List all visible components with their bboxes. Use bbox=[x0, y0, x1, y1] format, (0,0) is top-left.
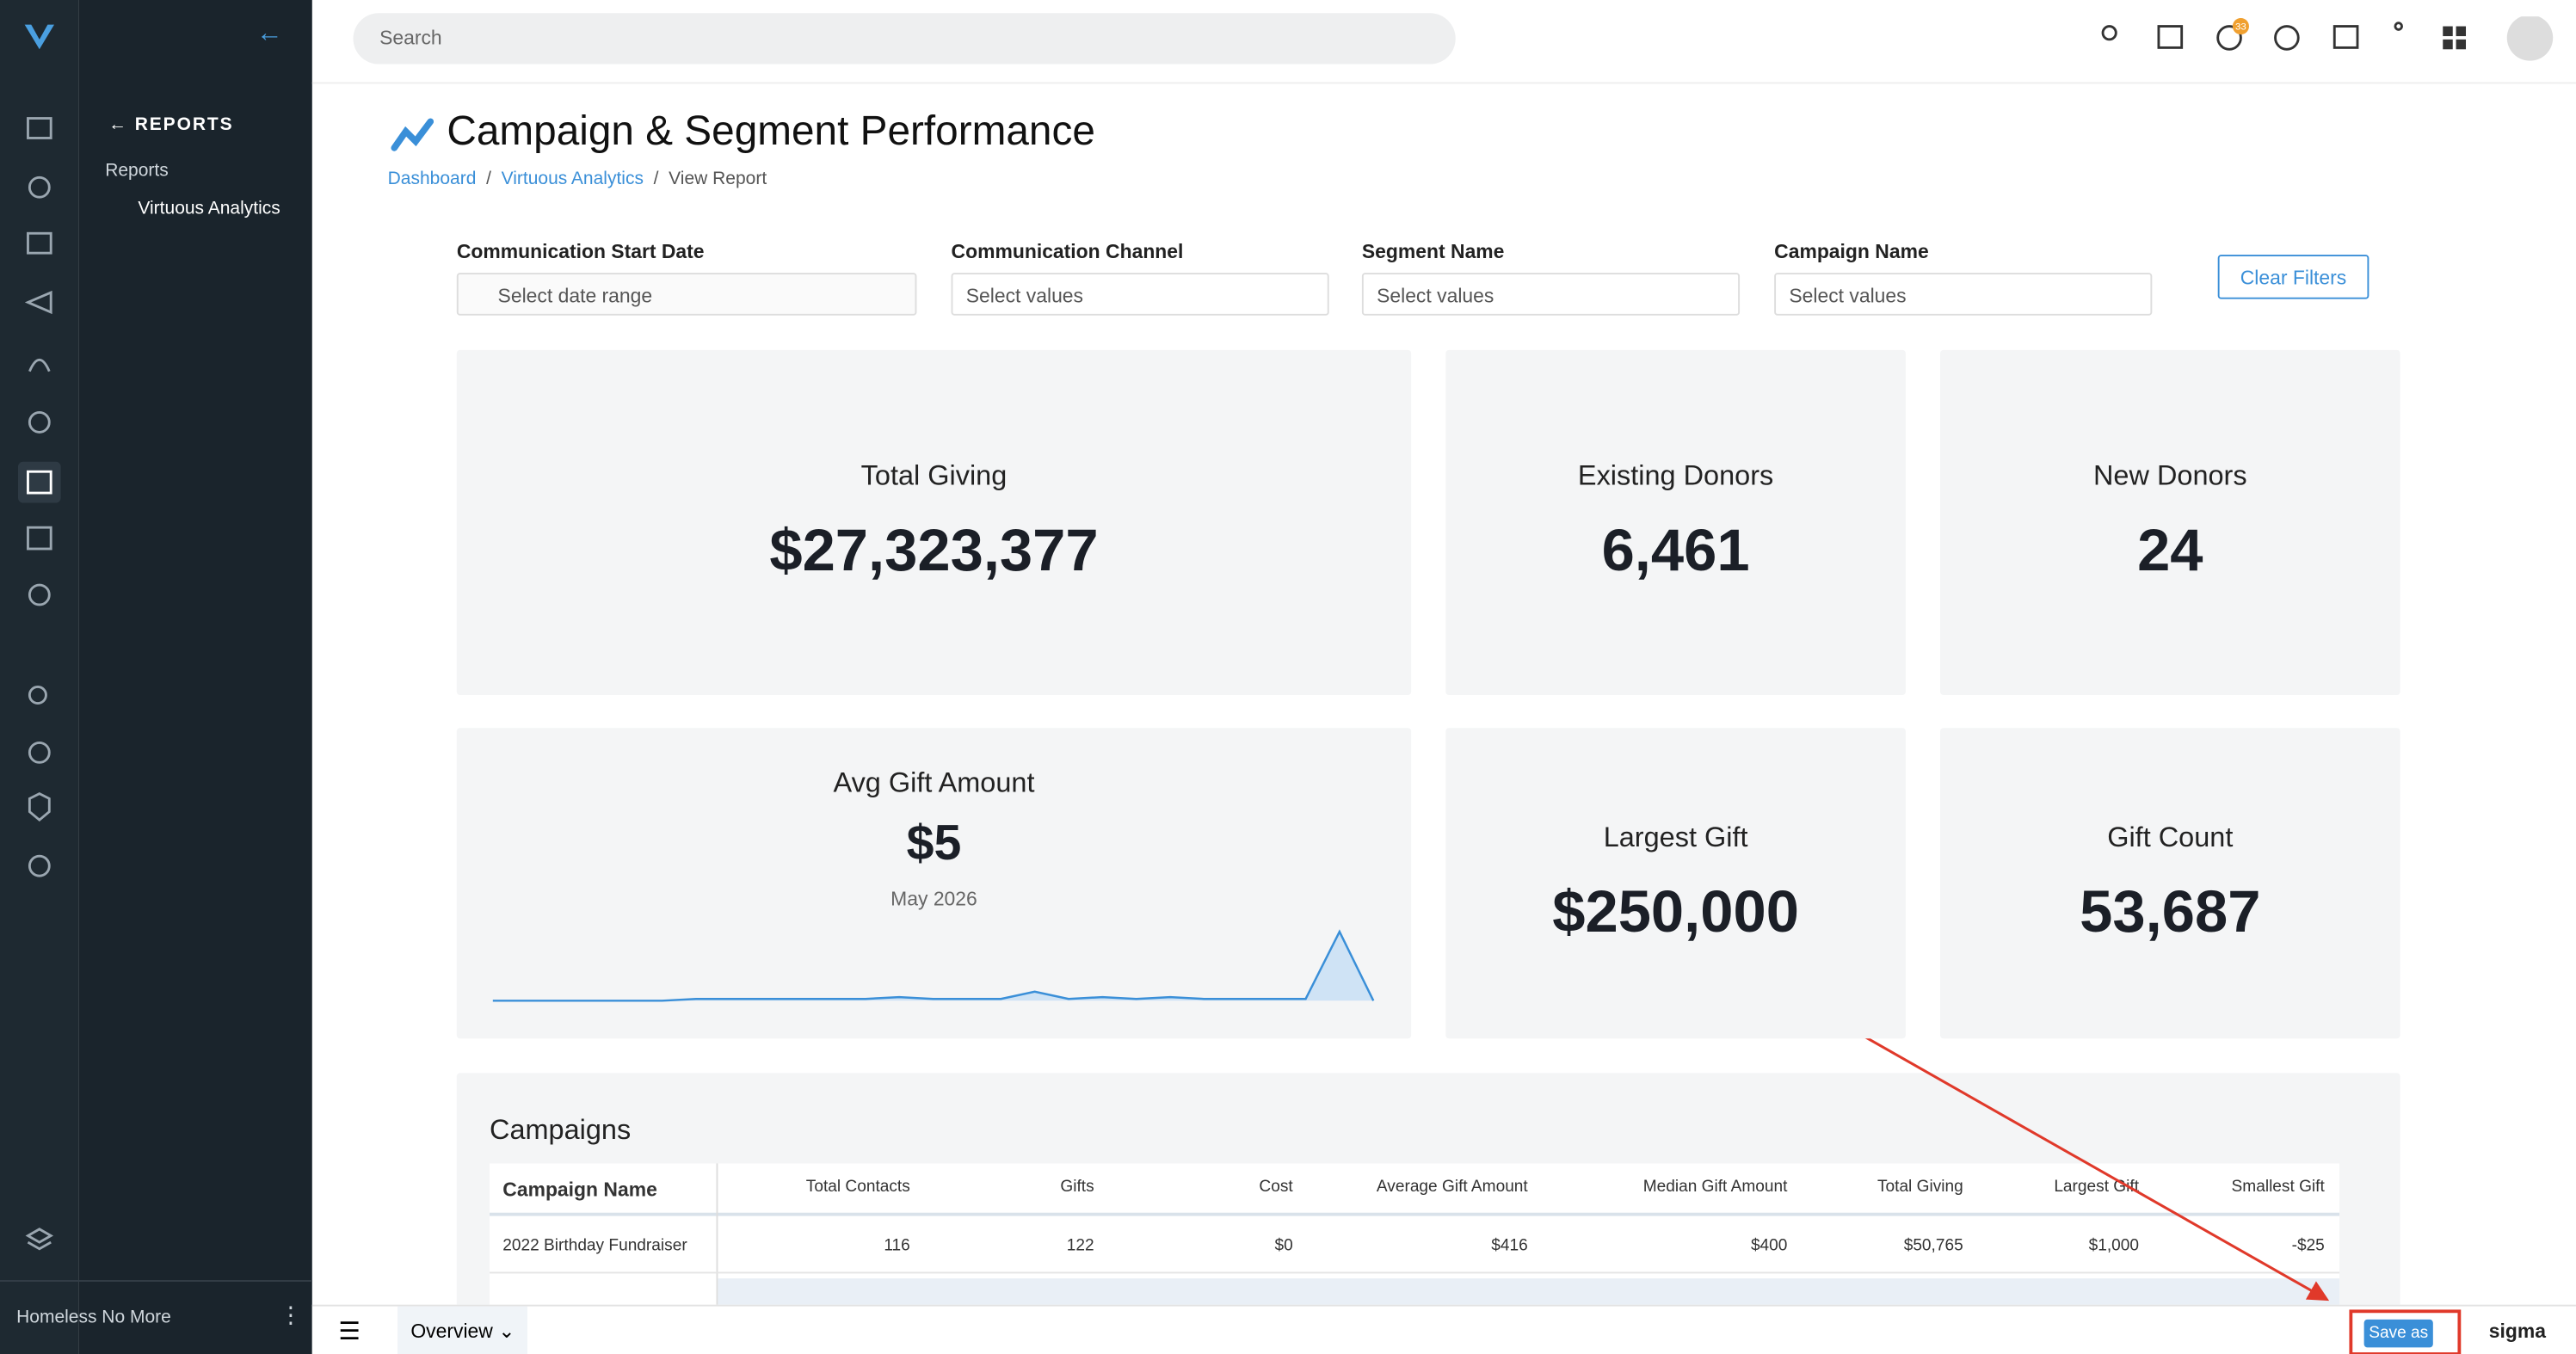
avg-card: Avg Gift Amount $5 May 2026 bbox=[456, 728, 1412, 1039]
spark-area bbox=[492, 932, 1374, 1001]
kpi-value: $5 bbox=[906, 816, 962, 871]
kpi-label: New Donors bbox=[2092, 459, 2247, 492]
report-icon bbox=[391, 118, 434, 151]
column-header[interactable]: Campaign Name bbox=[502, 1178, 657, 1202]
top-icons: 33 bbox=[2101, 16, 2554, 61]
table-cell: $50,765 bbox=[1903, 1237, 1963, 1256]
filter-input[interactable]: Select values bbox=[1361, 273, 1741, 316]
kpi-value: 24 bbox=[2137, 515, 2203, 584]
kpi-label: Avg Gift Amount bbox=[833, 767, 1035, 799]
table-cell: $400 bbox=[1750, 1237, 1788, 1256]
table-cell: 116 bbox=[884, 1237, 910, 1256]
kpi-value: $250,000 bbox=[1552, 877, 1799, 945]
nav-item[interactable]: Reports bbox=[105, 161, 169, 182]
nav-item[interactable]: Virtuous Analytics bbox=[138, 199, 280, 219]
section-text: REPORTS bbox=[134, 114, 234, 135]
tab[interactable]: Overview ⌄ bbox=[397, 1306, 528, 1354]
filter-input[interactable]: Select values bbox=[951, 273, 1329, 316]
table-cell: $0 bbox=[1274, 1237, 1293, 1256]
kpi-card: New Donors 24 bbox=[1940, 349, 2400, 696]
table-cell: -$25 bbox=[2291, 1237, 2325, 1256]
breadcrumbs: Dashboard / Virtuous Analytics / View Re… bbox=[387, 169, 767, 189]
table-cell: $416 bbox=[1491, 1237, 1528, 1256]
crumb[interactable]: Dashboard bbox=[387, 169, 477, 189]
kpi-period: May 2026 bbox=[891, 887, 977, 911]
footer: ☰ Overview ⌄ Save as sigma bbox=[311, 1304, 2576, 1354]
nav-panel: ← ← REPORTS Reports Virtuous Analytics H… bbox=[0, 0, 312, 1354]
icon-rail bbox=[0, 0, 79, 1354]
search[interactable]: Search bbox=[353, 13, 1456, 65]
column-header[interactable]: Total Contacts bbox=[805, 1178, 910, 1197]
org-menu[interactable]: ⋮ bbox=[279, 1301, 303, 1328]
spark-line bbox=[492, 929, 1375, 1002]
filter-label: Communication Start Date bbox=[456, 239, 705, 263]
badge: 33 bbox=[2235, 22, 2246, 32]
kpi-card: Total Giving $27,323,377 bbox=[456, 349, 1412, 696]
kpi-value: 6,461 bbox=[1601, 515, 1750, 584]
filter-label: Campaign Name bbox=[1774, 239, 1929, 263]
sparkline bbox=[492, 929, 1375, 1002]
column-header[interactable]: Smallest Gift bbox=[2231, 1178, 2325, 1197]
kpi-card: Largest Gift $250,000 bbox=[1445, 728, 1906, 1039]
table-cell: $1,000 bbox=[2088, 1237, 2140, 1256]
frozen-divider bbox=[716, 1163, 718, 1354]
kpi-label: Gift Count bbox=[2107, 822, 2234, 853]
kpi-label: Existing Donors bbox=[1577, 459, 1774, 492]
topbar: Search 33 bbox=[311, 0, 2576, 84]
collapse[interactable]: ← bbox=[256, 19, 283, 48]
crumb: View Report bbox=[669, 169, 767, 189]
table-title: Campaigns bbox=[490, 1114, 632, 1146]
page-title: Campaign & Segment Performance bbox=[447, 108, 1095, 155]
kpi-value: 53,687 bbox=[2080, 877, 2261, 945]
filter-label: Segment Name bbox=[1361, 239, 1505, 263]
tab-text: Overview bbox=[410, 1319, 493, 1343]
save-as[interactable]: Save as bbox=[2363, 1319, 2433, 1348]
menu[interactable]: ☰ bbox=[338, 1317, 361, 1346]
kpi-label: Total Giving bbox=[860, 459, 1008, 492]
divider bbox=[0, 1280, 312, 1282]
column-header[interactable]: Average Gift Amount bbox=[1376, 1178, 1528, 1197]
table-cell: 122 bbox=[1066, 1237, 1094, 1256]
column-header[interactable]: Total Giving bbox=[1877, 1178, 1963, 1197]
filter-input[interactable]: Select date range bbox=[456, 273, 917, 316]
kpi-label: Largest Gift bbox=[1603, 822, 1748, 853]
clear-filters[interactable]: Clear Filters bbox=[2217, 255, 2370, 299]
rail-icons bbox=[18, 24, 61, 1251]
filter-label: Communication Channel bbox=[951, 239, 1184, 263]
filter-input[interactable]: Select values bbox=[1774, 273, 2153, 316]
table-cell: 2022 Birthday Fundraiser bbox=[502, 1237, 687, 1256]
column-header[interactable]: Cost bbox=[1259, 1178, 1293, 1197]
column-header[interactable]: Median Gift Amount bbox=[1642, 1178, 1788, 1197]
kpi-card: Existing Donors 6,461 bbox=[1445, 349, 1906, 696]
section-title[interactable]: ← REPORTS bbox=[108, 114, 234, 135]
org-name[interactable]: Homeless No More bbox=[16, 1308, 171, 1328]
row-rule bbox=[490, 1271, 2339, 1274]
crumb[interactable]: Virtuous Analytics bbox=[501, 169, 644, 189]
column-header[interactable]: Gifts bbox=[1060, 1178, 1094, 1197]
kpi-value: $27,323,377 bbox=[769, 515, 1099, 584]
kpi-card: Gift Count 53,687 bbox=[1940, 728, 2400, 1039]
column-header[interactable]: Largest Gift bbox=[2054, 1178, 2140, 1197]
header-rule bbox=[490, 1212, 2339, 1216]
brand: sigma bbox=[2488, 1319, 2546, 1343]
